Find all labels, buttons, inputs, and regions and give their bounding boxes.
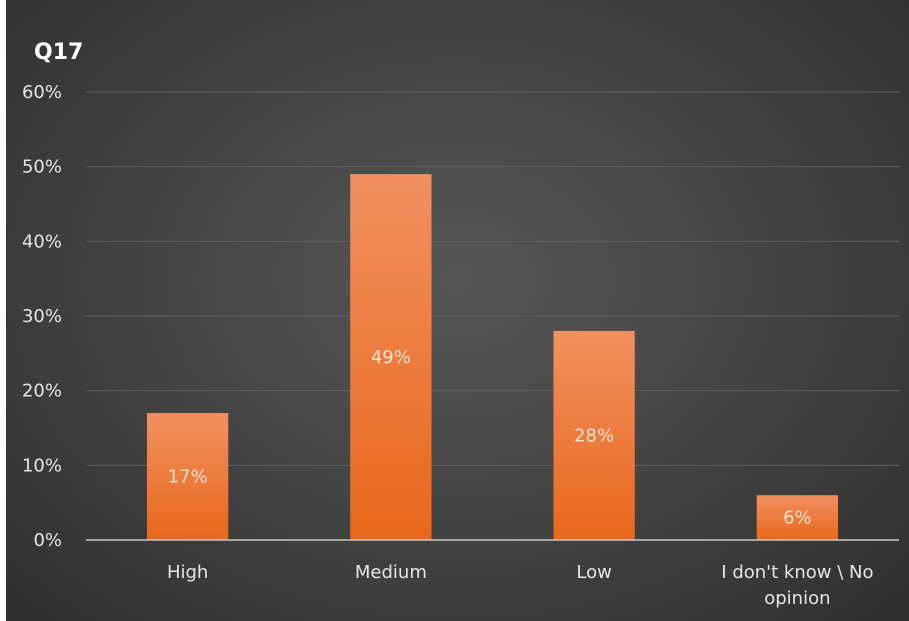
chart-panel: Q17 0% 10% 20% 30% 40% 50% 60% 17% High 49% Medium… <box>6 0 909 621</box>
data-label: 49% <box>371 347 411 368</box>
y-tick-label: 20% <box>22 381 62 402</box>
gridlines <box>86 91 899 466</box>
x-tick-label: Low <box>576 562 611 583</box>
data-label: 6% <box>783 508 812 529</box>
bar <box>553 330 635 540</box>
bars <box>146 174 839 540</box>
y-tick-label: 10% <box>22 455 62 476</box>
x-tick-label: Medium <box>355 562 427 583</box>
y-tick-label: 60% <box>22 82 62 103</box>
y-tick-label: 30% <box>22 306 62 327</box>
bar-chart: 0% 10% 20% 30% 40% 50% 60% 17% High 49% Medium 28% L… <box>22 82 899 609</box>
data-label: 28% <box>574 425 614 446</box>
y-tick-label: 50% <box>22 157 62 178</box>
bar <box>350 174 432 540</box>
chart-title: Q17 <box>34 40 84 65</box>
y-tick-label: 0% <box>33 530 62 551</box>
y-tick-label: 40% <box>22 231 62 252</box>
bar <box>756 495 839 540</box>
x-tick-label: High <box>167 562 208 583</box>
bar <box>146 413 229 540</box>
labels: 0% 10% 20% 30% 40% 50% 60% 17% High 49% Medium 28% L… <box>22 82 873 609</box>
x-tick-label: I don't know \ No opinion <box>721 562 873 609</box>
data-label: 17% <box>168 467 208 488</box>
